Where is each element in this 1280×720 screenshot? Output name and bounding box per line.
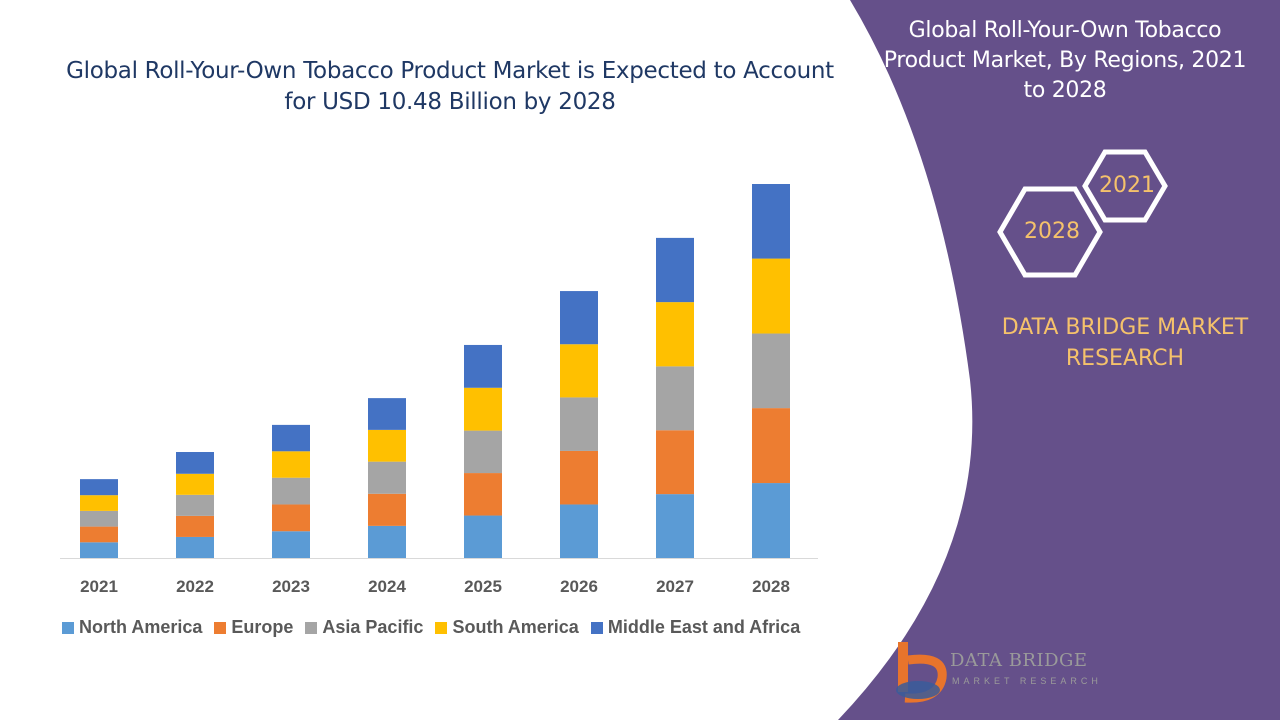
bar-segment-north-america-2023	[272, 531, 310, 558]
legend-item: Asia Pacific	[305, 617, 423, 638]
bar-segment-south-america-2025	[464, 387, 502, 431]
x-tick-label: 2026	[560, 577, 598, 596]
bar-segment-south-america-2024	[368, 429, 406, 462]
bar-segment-europe-2024	[368, 493, 406, 526]
x-tick-label: 2028	[752, 577, 790, 596]
bar-segment-asia-pacific-2023	[272, 477, 310, 505]
bar-segment-middle-east-and-africa-2026	[560, 291, 598, 345]
legend-swatch	[214, 621, 227, 634]
bar-segment-south-america-2022	[176, 473, 214, 495]
bar-segment-asia-pacific-2021	[80, 510, 118, 527]
bar-segment-asia-pacific-2024	[368, 461, 406, 494]
bar-segment-asia-pacific-2028	[752, 333, 790, 409]
legend-item: South America	[435, 617, 579, 638]
bar-segment-europe-2021	[80, 526, 118, 543]
bar-segment-asia-pacific-2022	[176, 494, 214, 516]
bar-segment-europe-2028	[752, 408, 790, 484]
chart-title: Global Roll-Your-Own Tobacco Product Mar…	[66, 58, 834, 115]
bar-segment-south-america-2023	[272, 451, 310, 478]
logo-subtext: MARKET RESEARCH	[952, 676, 1102, 686]
x-tick-label: 2027	[656, 577, 694, 596]
legend-label: Middle East and Africa	[607, 617, 801, 637]
bar-segment-asia-pacific-2027	[656, 366, 694, 431]
bar-segment-middle-east-and-africa-2025	[464, 344, 502, 388]
hex-label-2028: 2028	[1024, 219, 1080, 244]
side-panel-title: Global Roll-Your-Own Tobacco Product Mar…	[883, 18, 1247, 103]
bar-segment-north-america-2021	[80, 542, 118, 558]
bar-segment-north-america-2022	[176, 536, 214, 558]
legend-item: North America	[62, 617, 202, 638]
legend-label: South America	[452, 617, 579, 637]
bar-segment-middle-east-and-africa-2028	[752, 184, 790, 259]
bar-segment-asia-pacific-2025	[464, 430, 502, 474]
x-tick-label: 2023	[272, 577, 310, 596]
bar-segment-europe-2027	[656, 430, 694, 495]
bar-segment-south-america-2027	[656, 302, 694, 367]
bar-segment-north-america-2027	[656, 494, 694, 558]
legend: North America Europe Asia Pacific South Ame…	[62, 617, 800, 638]
bar-segment-europe-2022	[176, 515, 214, 537]
bar-segment-south-america-2021	[80, 495, 118, 511]
legend-swatch	[435, 621, 448, 634]
bar-segment-south-america-2026	[560, 344, 598, 398]
bar-segment-middle-east-and-africa-2022	[176, 452, 214, 474]
legend-swatch	[590, 621, 603, 634]
x-tick-label: 2024	[368, 577, 406, 596]
bar-segment-europe-2025	[464, 473, 502, 516]
legend-swatch	[305, 621, 318, 634]
stacked-bar-chart: 2021 2022 2023 2024 2025 2026 2027 2028	[60, 184, 818, 596]
hexagon-2028	[997, 186, 1103, 278]
logo-text: DATA BRIDGE	[950, 650, 1088, 671]
logo-icon	[896, 642, 947, 703]
bar-segment-north-america-2028	[752, 483, 790, 558]
bar-segment-asia-pacific-2026	[560, 397, 598, 451]
hexagon-2021	[1082, 149, 1168, 223]
bar-segment-middle-east-and-africa-2024	[368, 398, 406, 430]
bar-segment-north-america-2025	[464, 515, 502, 558]
bar-segment-south-america-2028	[752, 258, 790, 334]
x-tick-label: 2025	[464, 577, 502, 596]
x-tick-label: 2021	[80, 577, 118, 596]
x-tick-label: 2022	[176, 577, 214, 596]
hex-label-2021: 2021	[1099, 173, 1155, 198]
legend-item: Europe	[214, 617, 293, 638]
legend-label: North America	[79, 617, 203, 637]
brand-name: DATA BRIDGE MARKET RESEARCH	[1001, 315, 1249, 371]
side-panel	[838, 0, 1280, 720]
legend-label: Europe	[231, 617, 294, 637]
legend-swatch	[62, 621, 74, 634]
bar-segment-middle-east-and-africa-2023	[272, 424, 310, 452]
bar-segment-north-america-2024	[368, 525, 406, 558]
legend-label: Asia Pacific	[322, 617, 424, 637]
bar-segment-europe-2026	[560, 450, 598, 505]
bar-segment-middle-east-and-africa-2021	[80, 479, 118, 496]
bar-segment-europe-2023	[272, 504, 310, 532]
bar-segment-north-america-2026	[560, 504, 598, 558]
legend-item: Middle East and Africa	[590, 617, 801, 638]
bar-segment-middle-east-and-africa-2027	[656, 237, 694, 303]
